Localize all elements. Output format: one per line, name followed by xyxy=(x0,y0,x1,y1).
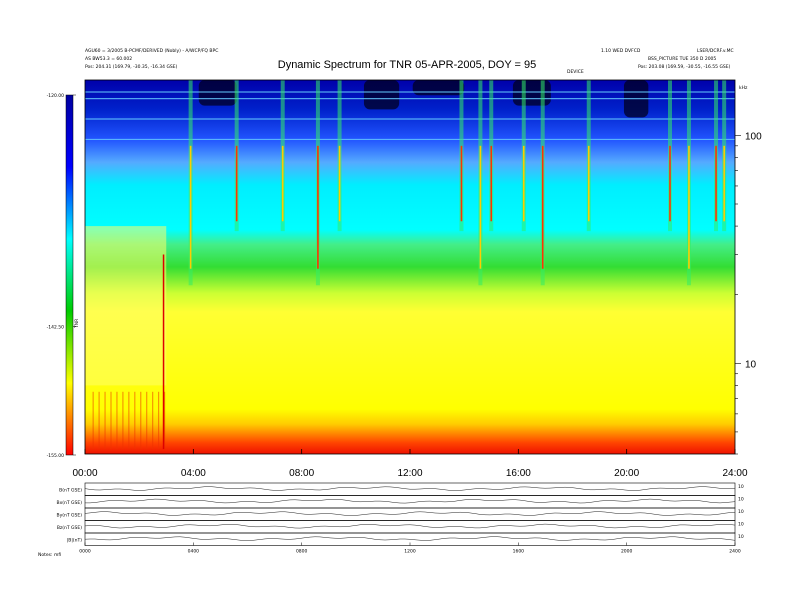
dark-blob xyxy=(198,80,237,106)
early-region xyxy=(85,226,167,386)
colorbar-tick-label: -120.00 xyxy=(47,93,65,99)
bottom-x-tick-label: 1200 xyxy=(404,549,416,555)
bottom-x-tick-label: 2400 xyxy=(729,549,741,555)
field-right-label: 10 xyxy=(738,497,744,503)
bottom-x-ticks: 0000 0400 0800 1200 1600 2000 2400 xyxy=(79,542,741,555)
field-trace xyxy=(84,486,736,491)
field-right-label: 10 xyxy=(738,522,744,528)
chart-title: Dynamic Spectrum for TNR 05-APR-2005, DO… xyxy=(278,59,537,71)
bottom-x-tick-label: 1600 xyxy=(513,549,525,555)
header-right-line2: LSER/DCRF.v.MC xyxy=(697,48,734,54)
y-unit-label: kHz xyxy=(739,85,748,91)
colorbar-label: TNR xyxy=(74,319,80,329)
field-trace xyxy=(85,498,736,504)
header-right-line1: 1.10 WED DVFCD xyxy=(601,48,641,54)
colorbar-tick-label: -142.50 xyxy=(47,324,65,330)
field-series-label: Bx(nT GSE) xyxy=(57,500,83,506)
x-tick-label: 12:00 xyxy=(397,468,422,479)
footer-label: Notes: mfi xyxy=(38,552,61,558)
x-tick-label: 24:00 xyxy=(722,468,747,479)
radio-bursts xyxy=(188,80,727,286)
field-series-label: By(nT GSE) xyxy=(57,512,83,518)
bottom-x-tick-label: 0800 xyxy=(296,549,308,555)
header-left-line2: AS BW53.3 = 60.002 xyxy=(85,56,132,62)
header-left-line1: AGU60 = 3/2005 B-PCMF/DERIVED (Nobly) - … xyxy=(85,48,218,54)
dark-blob xyxy=(363,80,400,110)
field-trace xyxy=(84,536,736,541)
spectrum-area xyxy=(85,80,735,454)
x-axis-ticks: 00:00 04:00 08:00 12:00 16:00 20:00 24:00 xyxy=(72,449,748,479)
colorbar xyxy=(65,94,74,456)
dark-blob xyxy=(512,80,551,106)
x-tick-label: 08:00 xyxy=(289,468,314,479)
header-right-line3: BSS_PICTURE TUE 350 D 2005 xyxy=(648,56,716,62)
x-tick-label: 16:00 xyxy=(506,468,531,479)
magnetic-field-panels: B(nT GSE) 10 Bx(nT GSE) 10 By(nT GSE) 10 Bz(nT… xyxy=(57,482,744,546)
bottom-x-tick-label: 0400 xyxy=(188,549,200,555)
field-series-label: B(nT GSE) xyxy=(59,487,82,493)
x-tick-label: 04:00 xyxy=(181,468,206,479)
colorbar-ticks: -120.00 -142.50 -155.00 xyxy=(47,93,76,459)
dark-blob xyxy=(412,80,465,96)
field-trace xyxy=(84,511,736,516)
spectrum-background xyxy=(85,80,735,454)
x-tick-label: 00:00 xyxy=(72,468,97,479)
header-corner-label: DEVICE xyxy=(567,69,584,75)
bottom-x-tick-label: 2000 xyxy=(621,549,633,555)
spectrum-layers xyxy=(85,80,735,450)
header-left-line3: Pos: 204.31 (169.79, -30.35, -16.34 GSE) xyxy=(85,64,178,70)
colorbar-tick-label: -155.00 xyxy=(47,453,65,459)
field-right-label: 10 xyxy=(738,509,744,515)
y-tick-label: 100 xyxy=(745,131,762,142)
bottom-x-tick-label: 0000 xyxy=(79,549,91,555)
field-panel xyxy=(84,495,736,509)
field-panel xyxy=(84,507,736,521)
field-series-label: |B|(nT) xyxy=(67,537,82,543)
field-series-label: Bz(nT GSE) xyxy=(57,525,82,531)
field-right-label: 10 xyxy=(738,534,744,540)
y-tick-label: 10 xyxy=(745,359,757,370)
header-right-line4: Pos: 203.08 (169.59, -30.55, -16.55 GSE) xyxy=(638,64,731,70)
field-right-label: 10 xyxy=(738,484,744,490)
field-trace xyxy=(84,523,736,529)
x-tick-label: 20:00 xyxy=(614,468,639,479)
y-axis-ticks: 100 10 xyxy=(735,131,762,455)
